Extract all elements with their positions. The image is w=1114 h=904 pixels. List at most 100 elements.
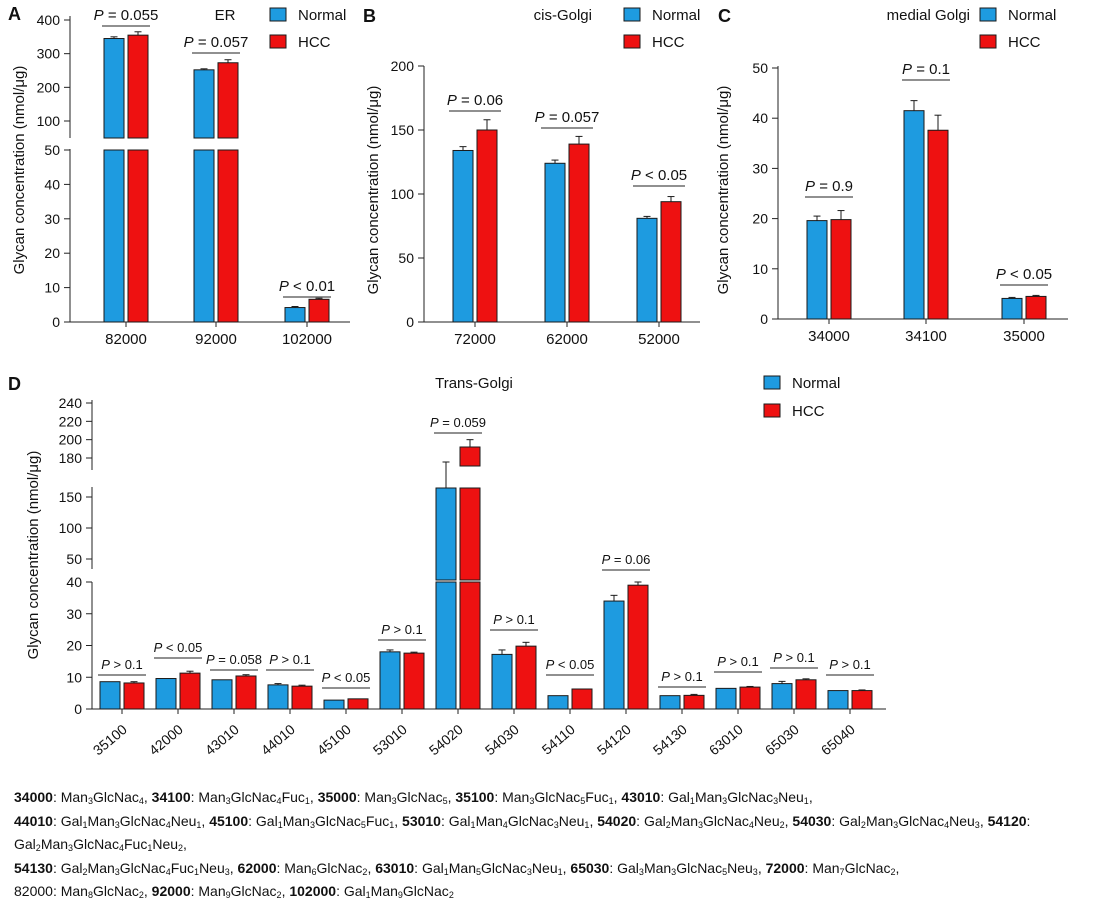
legend-label-normal: Normal: [298, 7, 346, 24]
d-pvalue-11-text: P > 0.1: [717, 654, 759, 669]
a-ytick-label: 200: [37, 79, 61, 95]
c-ytick-label: 30: [752, 160, 768, 176]
b-bar-normal-52000: [636, 217, 658, 323]
b-ytick-label: 100: [391, 186, 415, 202]
a-ytick-label: 20: [44, 245, 60, 261]
legend-label-hcc: HCC: [1008, 34, 1041, 51]
d-xtick-label: 54130: [650, 721, 690, 758]
a-bar-normal-92000-upper: [193, 69, 215, 139]
a-ytick-label: 10: [44, 280, 60, 296]
a-ytick-label: 50: [44, 142, 60, 158]
legend-entry-63010: 63010: Gal1Man5GlcNac3Neu1,: [375, 859, 571, 877]
a-pvalue-0-text: P = 0.055: [94, 7, 159, 24]
d-bar-hcc-44010: [291, 685, 313, 710]
a-y-axis-title: Glycan concentration (nmol/μg): [11, 66, 28, 275]
d-bar-hcc-43010: [235, 675, 257, 710]
b-ytick-label: 0: [406, 314, 414, 330]
d-bar-normal-54110: [547, 695, 569, 710]
d-pvalue-4-text: P < 0.05: [322, 670, 371, 685]
d-bar-normal-65040: [827, 690, 849, 710]
panel-label-d: D: [8, 374, 21, 394]
d-xtick-label: 54110: [539, 721, 578, 758]
d-xtick-label: 42000: [146, 721, 186, 758]
legend-entry-45100: 45100: Gal1Man3GlcNac5Fuc1,: [209, 812, 403, 830]
d-xtick-label: 54020: [426, 721, 466, 758]
d-legend-label-hcc: HCC: [792, 403, 825, 420]
legend-entry-35000: 35000: Man3GlcNac5,: [317, 789, 456, 806]
panel-label-b: B: [363, 6, 376, 26]
d-chart-title: Trans-Golgi: [435, 375, 513, 392]
d-bar-normal-54120: [603, 600, 625, 710]
d-bar-hcc-65030: [795, 679, 817, 710]
c-ytick-label: 50: [752, 60, 768, 76]
a-bar-hcc-82000-upper: [127, 34, 149, 139]
b-pvalue-0-text: P = 0.06: [447, 92, 503, 109]
b-ytick-label: 150: [391, 122, 415, 138]
d-pvalue-1-text: P < 0.05: [154, 640, 203, 655]
legend-swatch-hcc: [623, 34, 641, 49]
a-ytick-label: 100: [37, 113, 61, 129]
legend-label-hcc: HCC: [298, 34, 331, 51]
a-bar-hcc-92000-upper: [217, 62, 239, 139]
d-y-axis-title: Glycan concentration (nmol/μg): [25, 451, 42, 660]
d-bar-hcc-54120: [627, 584, 649, 710]
d-xtick-label: 44010: [258, 721, 298, 758]
d-xtick-label: 63010: [706, 721, 746, 758]
legend-label-normal: Normal: [652, 7, 700, 24]
d-pvalue-7-text: P > 0.1: [493, 612, 535, 627]
legend-entry-72000: 72000: Man7GlcNac2,: [765, 859, 900, 877]
b-xtick-label: 52000: [638, 331, 680, 348]
legend-entry-82000: 82000: Man8GlcNac2,: [14, 883, 152, 900]
d-ytick-label: 20: [66, 638, 82, 654]
legend-entry-35100: 35100: Man3GlcNac5Fuc1,: [455, 789, 622, 806]
d-bar-hcc-45100: [347, 698, 369, 710]
d-ytick-label: 0: [74, 701, 82, 717]
c-xtick-label: 35000: [1003, 328, 1045, 345]
legend-entry-43010: 43010: Gal1Man3GlcNac3Neu1,: [621, 789, 813, 806]
c-ytick-label: 20: [752, 211, 768, 227]
panel-label-a: A: [8, 4, 21, 24]
c-bar-hcc-35000: [1025, 295, 1047, 320]
legend-entry-44010: 44010: Gal1Man3GlcNac4Neu1,: [14, 812, 210, 830]
d-bar-hcc-54130: [683, 694, 705, 710]
legend-entry-34100: 34100: Man3GlcNac4Fuc1,: [151, 789, 318, 806]
c-pvalue-0-text: P = 0.9: [805, 178, 853, 195]
b-y-axis-title: Glycan concentration (nmol/μg): [365, 86, 382, 295]
d-ytick-label: 30: [66, 606, 82, 622]
panel-label-c: C: [718, 6, 731, 26]
a-bar-hcc-92000: [217, 149, 239, 323]
c-pvalue-2-text: P < 0.05: [996, 266, 1052, 283]
d-bar-hcc-54020-middle: [459, 487, 481, 581]
d-xtick-label: 54120: [594, 721, 634, 758]
d-pvalue-12-text: P > 0.1: [773, 650, 815, 665]
legend-swatch-normal: [269, 7, 287, 22]
d-pvalue-9-text: P = 0.06: [602, 552, 651, 567]
a-xtick-label: 102000: [282, 331, 332, 348]
c-xtick-label: 34100: [905, 328, 947, 345]
d-bar-hcc-54110: [571, 688, 593, 710]
a-bar-hcc-102000: [308, 298, 330, 323]
c-ytick-label: 40: [752, 110, 768, 126]
b-bar-hcc-62000: [568, 143, 590, 323]
d-xtick-label: 45100: [314, 721, 354, 758]
c-ytick-label: 10: [752, 261, 768, 277]
a-bar-normal-82000: [103, 149, 125, 323]
legend-entry-62000: 62000: Man6GlcNac2,: [237, 859, 376, 877]
a-ytick-label: 40: [44, 176, 60, 192]
d-bar-normal-63010: [715, 687, 737, 710]
d-bar-hcc-54020: [459, 581, 481, 710]
d-bar-normal-43010: [211, 679, 233, 710]
legend-entry-34000: 34000: Man3GlcNac4,: [14, 789, 152, 806]
d-bar-normal-45100: [323, 699, 345, 710]
legend-label-hcc: HCC: [652, 34, 685, 51]
d-bar-hcc-54030: [515, 645, 537, 710]
a-bar-normal-102000: [284, 307, 306, 323]
b-chart-title: cis-Golgi: [534, 7, 592, 24]
legend-entry-54120: 54120: Gal2Man3GlcNac4Fuc1Neu2,: [14, 812, 1031, 853]
glycan-code-legend: 34000: Man3GlcNac4, 34100: Man3GlcNac4Fu…: [14, 786, 1110, 904]
d-xtick-label: 35100: [90, 721, 130, 758]
d-bar-normal-54020-middle: [435, 487, 457, 581]
c-bar-normal-35000: [1001, 297, 1023, 320]
legend-entry-54130: 54130: Gal2Man3GlcNac4Fuc1Neu3,: [14, 859, 238, 877]
d-bar-normal-54030: [491, 653, 513, 710]
